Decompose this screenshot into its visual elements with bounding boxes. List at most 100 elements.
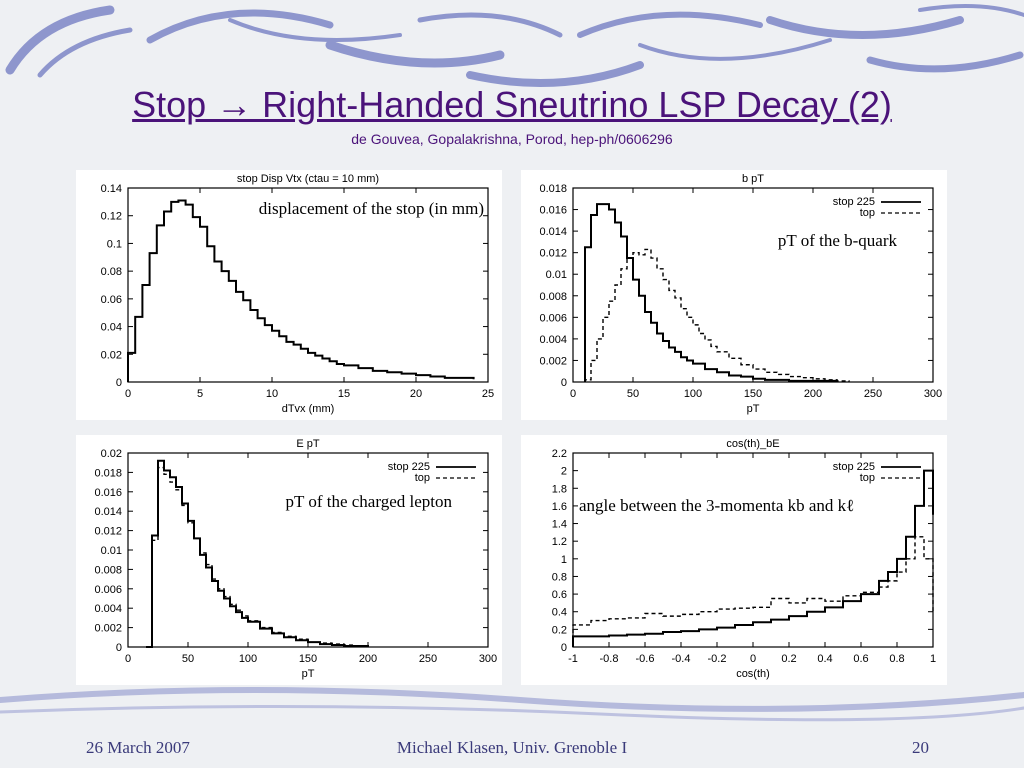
chart-title: stop Disp Vtx (ctau = 10 mm)	[237, 173, 379, 185]
y-tick-label: 0.008	[94, 564, 122, 576]
chart-e-pt: E pT 0 50 100 150 200 250 300 0 0.002 0.004 0.006 0.…	[94, 438, 497, 680]
x-tick-label: 150	[744, 388, 762, 400]
y-tick-label: 0.008	[539, 291, 567, 303]
y-tick-label: 0.1	[107, 238, 122, 250]
y-tick-label: 0.018	[94, 467, 122, 479]
y-tick-label: 0.006	[94, 584, 122, 596]
y-tick-label: 0.01	[546, 269, 567, 281]
y-tick-label: 0.016	[539, 205, 567, 217]
plot-frame	[572, 187, 934, 383]
x-tick-label: -0.6	[636, 653, 655, 665]
x-tick-label: 20	[410, 388, 422, 400]
plot-frame	[127, 452, 489, 648]
x-tick-label: 50	[627, 388, 639, 400]
x-tick-label: 25	[482, 388, 494, 400]
y-tick-label: 0.014	[539, 226, 567, 238]
chart-annotation: pT of the charged lepton	[286, 492, 453, 511]
x-tick-label: -0.8	[600, 653, 619, 665]
footer-author: Michael Klasen, Univ. Grenoble I	[396, 738, 628, 757]
chart-stop-displacement: stop Disp Vtx (ctau = 10 mm) 0 5 10 15 20 25 0 0…	[101, 173, 495, 415]
y-tick-label: 0.004	[94, 603, 122, 615]
x-tick-label: -0.2	[708, 653, 727, 665]
series-line-0	[127, 199, 475, 382]
series-line-stop-225	[146, 459, 369, 648]
y-tick-label: 0	[561, 642, 567, 654]
chart-panel-cos-th: cos(th)_bE -1 -0.8 -0.6 -0.4 -0.2 0 0.2 0.4 0.6 0.…	[521, 435, 947, 685]
y-tick-label: 0	[561, 377, 567, 389]
y-tick-label: 0.6	[552, 589, 567, 601]
y-tick-label: 0.014	[94, 506, 122, 518]
plot-frame	[127, 187, 489, 383]
footer-date: 26 March 2007	[86, 738, 190, 757]
y-tick-label: 1.8	[552, 483, 567, 495]
x-tick-label: 200	[359, 653, 377, 665]
y-tick-label: 0.8	[552, 571, 567, 583]
y-tick-label: 0.04	[101, 322, 122, 334]
series-line-top	[584, 248, 850, 382]
chart-annotation: displacement of the stop (in mm)	[259, 199, 484, 218]
series-line-top	[572, 536, 934, 647]
footer-page-number: 20	[912, 738, 929, 757]
y-tick-label: 0.4	[552, 607, 567, 619]
x-tick-label: 250	[419, 653, 437, 665]
slide-subtitle: de Gouvea, Gopalakrishna, Porod, hep-ph/…	[351, 131, 673, 147]
x-axis-label: pT	[302, 668, 315, 680]
x-tick-label: 250	[864, 388, 882, 400]
chart-panel-e-pt: E pT 0 50 100 150 200 250 300 0 0.002 0.004 0.006 0.…	[76, 435, 502, 685]
plot-frame	[572, 452, 934, 648]
x-axis-label: dTvx (mm)	[282, 403, 335, 415]
y-tick-label: 1.2	[552, 536, 567, 548]
y-tick-label: 0.01	[101, 545, 122, 557]
y-tick-label: 0.14	[101, 183, 122, 195]
y-tick-label: 0.02	[101, 349, 122, 361]
y-tick-label: 0.002	[94, 623, 122, 635]
y-tick-label: 0.018	[539, 183, 567, 195]
x-tick-label: 100	[684, 388, 702, 400]
slide-title: Stop → Right-Handed Sneutrino LSP Decay …	[132, 84, 892, 125]
y-tick-label: 0.06	[101, 294, 122, 306]
y-tick-label: 0.004	[539, 334, 567, 346]
y-tick-label: 0.002	[539, 355, 567, 367]
x-tick-label: 15	[338, 388, 350, 400]
x-tick-label: 0.4	[817, 653, 832, 665]
y-tick-label: 1	[561, 554, 567, 566]
y-tick-label: 0.016	[94, 487, 122, 499]
y-tick-label: 0.012	[539, 248, 567, 260]
y-tick-label: 0.012	[94, 526, 122, 538]
chart-annotation: pT of the b-quark	[778, 231, 898, 250]
legend-label: top	[860, 207, 875, 219]
x-tick-label: 200	[804, 388, 822, 400]
y-tick-label: 0.2	[552, 624, 567, 636]
chart-annotation: angle between the 3-momenta kb and kℓ	[579, 496, 854, 515]
legend-label: stop 225	[833, 461, 875, 473]
chart-title: E pT	[296, 438, 320, 450]
chart-panel-stop-displacement: stop Disp Vtx (ctau = 10 mm) 0 5 10 15 20 25 0 0…	[76, 170, 502, 420]
x-tick-label: 1	[930, 653, 936, 665]
legend-label: top	[415, 472, 430, 484]
x-tick-label: 5	[197, 388, 203, 400]
x-tick-label: 300	[479, 653, 497, 665]
series-line-top	[146, 466, 369, 648]
x-tick-label: -0.4	[672, 653, 691, 665]
legend-label: stop 225	[833, 196, 875, 208]
x-tick-label: 0.6	[853, 653, 868, 665]
series-line-stop-225	[584, 203, 838, 382]
series-line-stop-225	[572, 469, 934, 647]
x-tick-label: 0.8	[889, 653, 904, 665]
x-tick-label: 0	[125, 388, 131, 400]
y-tick-label: 0.006	[539, 312, 567, 324]
x-tick-label: -1	[568, 653, 578, 665]
y-tick-label: 2.2	[552, 448, 567, 460]
legend-label: stop 225	[388, 461, 430, 473]
y-tick-label: 0.12	[101, 211, 122, 223]
x-axis-label: cos(th)	[736, 668, 770, 680]
x-tick-label: 0	[125, 653, 131, 665]
chart-cos-th: cos(th)_bE -1 -0.8 -0.6 -0.4 -0.2 0 0.2 0.4 0.6 0.…	[552, 438, 936, 680]
chart-b-pt: b pT 0 50 100 150 200 250 300 0 0.002 0.004 0.006 0.…	[539, 173, 942, 415]
y-tick-label: 0.08	[101, 266, 122, 278]
y-tick-label: 0	[116, 642, 122, 654]
chart-panel-b-pt: b pT 0 50 100 150 200 250 300 0 0.002 0.004 0.006 0.…	[521, 170, 947, 420]
x-tick-label: 300	[924, 388, 942, 400]
y-tick-label: 0	[116, 377, 122, 389]
